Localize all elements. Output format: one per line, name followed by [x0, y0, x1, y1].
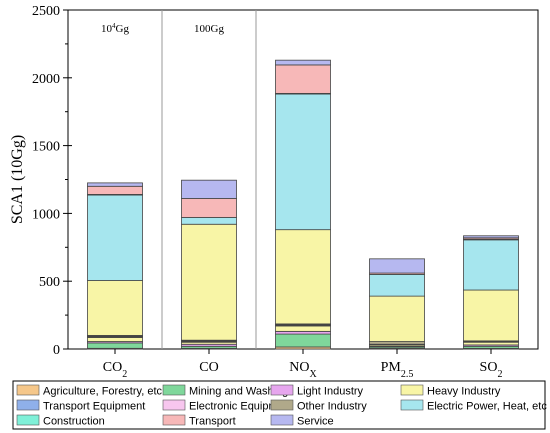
bars — [87, 59, 519, 350]
bar-stack-co — [181, 179, 237, 350]
bar-segment — [87, 337, 143, 342]
x-tick-label: SO2 — [480, 360, 503, 380]
y-axis-title: SCA1 (10Gg) — [9, 135, 26, 224]
legend-swatch — [16, 399, 40, 411]
bar-segment — [463, 289, 519, 342]
y-tick-label: 1500 — [32, 140, 60, 155]
bar-segment — [369, 341, 425, 345]
legend-swatch — [270, 399, 294, 411]
legend-label: Transport Equipment — [43, 401, 145, 413]
legend-label: Electric Power, Heat, etc — [427, 401, 547, 413]
legend-swatch — [162, 399, 186, 411]
bar-stack-pm25 — [369, 258, 425, 350]
bar-segment — [369, 258, 425, 274]
legend-swatch — [16, 384, 40, 396]
legend-label: Construction — [43, 416, 105, 428]
legend-swatch — [400, 399, 424, 411]
unit-annotation: 104Gg — [101, 22, 129, 35]
legend-label: Service — [297, 416, 334, 428]
legend-label: Electronic Equipment — [189, 401, 293, 413]
legend-swatch — [162, 384, 186, 396]
legend-swatch — [270, 414, 294, 426]
bar-segment — [463, 235, 519, 239]
bar-segment — [275, 64, 331, 94]
bar-segment — [275, 330, 331, 335]
annotations: 104Gg 100Gg — [101, 22, 224, 35]
y-tick-label: 1000 — [32, 207, 60, 222]
y-tick-label: 2500 — [32, 4, 60, 19]
y-tick-label: 0 — [53, 343, 60, 358]
y-tick-label: 2000 — [32, 72, 60, 87]
bar-segment — [463, 239, 519, 291]
legend-label: Other Industry — [297, 401, 367, 413]
legend: Agriculture, Forestry, etc Mining and Was… — [12, 380, 547, 430]
bar-stack-co2 — [87, 182, 143, 350]
bar-stack-so2 — [463, 235, 519, 350]
x-tick-label: CO2 — [103, 360, 127, 380]
legend-label: Heavy Industry — [427, 386, 501, 398]
bar-segment — [181, 223, 237, 341]
legend-swatch — [16, 414, 40, 426]
bar-segment — [275, 333, 331, 348]
legend-label: Transport — [189, 416, 236, 428]
x-tick-label: PM2.5 — [381, 360, 414, 380]
legend-swatch — [162, 414, 186, 426]
bar-segment — [87, 182, 143, 187]
legend-label: Light Industry — [297, 386, 364, 398]
bar-segment — [87, 194, 143, 281]
bar-segment — [181, 198, 237, 218]
x-tick-label: CO — [199, 360, 218, 375]
bar-segment — [87, 280, 143, 336]
y-tick-label: 500 — [39, 275, 60, 290]
bar-segment — [87, 342, 143, 349]
bar-segment — [275, 93, 331, 231]
legend-label: Agriculture, Forestry, etc — [43, 386, 162, 398]
bar-segment — [181, 217, 237, 225]
group-separators — [161, 10, 257, 349]
bar-segment — [463, 341, 519, 346]
axes: 0 500 1000 1500 2000 2500 CO2 CO NOX PM2.5 SO2 — [32, 4, 502, 380]
bar-segment — [275, 325, 331, 332]
bar-segment — [369, 295, 425, 342]
bar-stack-nox — [275, 59, 331, 350]
bar-segment — [275, 229, 331, 325]
x-tick-label: NOX — [289, 360, 317, 380]
legend-swatch — [400, 384, 424, 396]
bar-segment — [87, 185, 143, 195]
legend-swatch — [270, 384, 294, 396]
bar-segment — [181, 179, 237, 199]
bar-segment — [369, 274, 425, 297]
unit-annotation: 100Gg — [194, 23, 224, 35]
bar-segment — [275, 59, 331, 66]
legend-label: Mining and Washing — [189, 386, 288, 398]
